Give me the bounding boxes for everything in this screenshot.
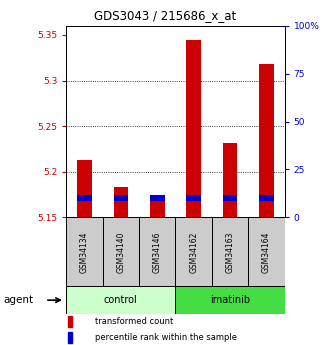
Bar [139,217,175,286]
Text: GSM34163: GSM34163 [225,231,235,273]
Bar [223,196,237,201]
Bar [103,217,139,286]
Bar [66,286,175,314]
Text: transformed count: transformed count [95,317,173,326]
Bar [212,217,248,286]
Bar [66,217,103,286]
Bar [223,142,237,217]
Bar [69,332,72,343]
Text: GDS3043 / 215686_x_at: GDS3043 / 215686_x_at [94,9,237,22]
Bar [259,64,274,217]
Bar [248,217,285,286]
Bar [150,196,165,217]
Bar [150,196,165,201]
Bar [114,187,128,217]
Bar [69,316,72,327]
Text: control: control [104,295,138,305]
Bar [186,40,201,217]
Bar [175,286,285,314]
Bar [77,160,92,217]
Text: GSM34134: GSM34134 [80,231,89,273]
Bar [175,217,212,286]
Text: percentile rank within the sample: percentile rank within the sample [95,333,237,342]
Text: GSM34164: GSM34164 [262,231,271,273]
Bar [77,196,92,201]
Text: GSM34162: GSM34162 [189,231,198,273]
Text: GSM34140: GSM34140 [116,231,125,273]
Bar [114,196,128,201]
Bar [259,196,274,201]
Text: imatinib: imatinib [210,295,250,305]
Text: agent: agent [3,295,33,305]
Bar [186,196,201,201]
Text: GSM34146: GSM34146 [153,231,162,273]
